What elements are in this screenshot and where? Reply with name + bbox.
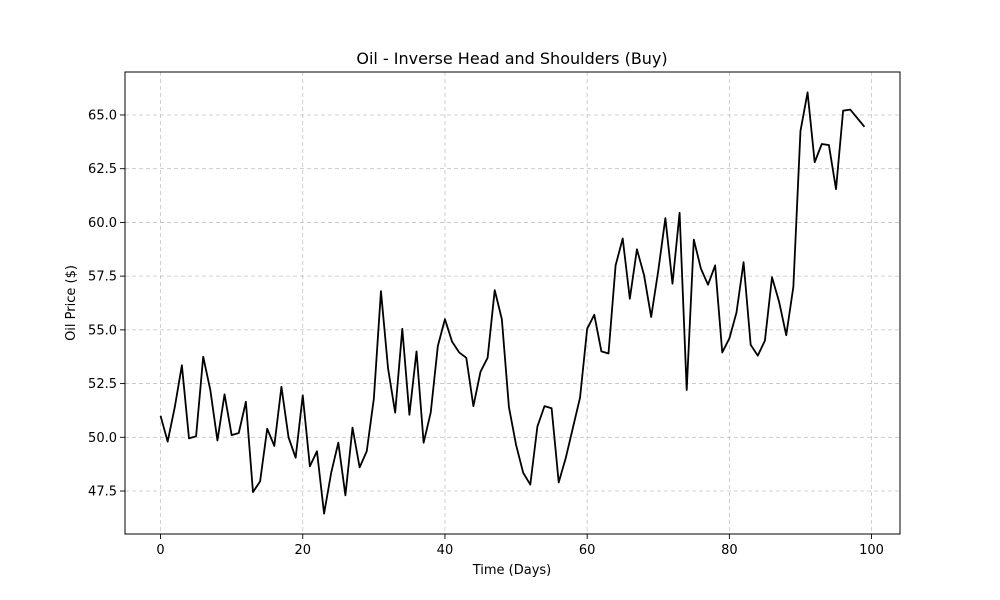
grid	[125, 72, 900, 534]
x-tick-label: 60	[579, 543, 596, 558]
y-tick-label: 55.0	[88, 323, 117, 338]
y-tick-label: 62.5	[88, 162, 117, 177]
y-tick-label: 52.5	[88, 377, 117, 392]
y-tick-label: 47.5	[88, 485, 117, 500]
x-axis-label: Time (Days)	[472, 563, 552, 578]
x-tick-label: 100	[859, 543, 884, 558]
x-tick-label: 80	[721, 543, 738, 558]
x-tick-label: 40	[437, 543, 454, 558]
y-tick-label: 60.0	[88, 216, 117, 231]
chart-title: Oil - Inverse Head and Shoulders (Buy)	[356, 49, 667, 68]
y-tick-label: 57.5	[88, 270, 117, 285]
y-tick-label: 50.0	[88, 431, 117, 446]
y-tick-label: 65.0	[88, 108, 117, 123]
price-line	[159, 91, 866, 515]
x-tick-label: 0	[156, 543, 164, 558]
price-series	[159, 91, 866, 515]
y-axis-label: Oil Price ($)	[64, 265, 79, 341]
x-tick-label: 20	[294, 543, 311, 558]
axis-ticks: 0 20 40 60 80 100 47.5 50.0 52.5 55.0 57.5 60.0 62.5…	[88, 108, 884, 558]
plot-frame	[124, 71, 901, 535]
